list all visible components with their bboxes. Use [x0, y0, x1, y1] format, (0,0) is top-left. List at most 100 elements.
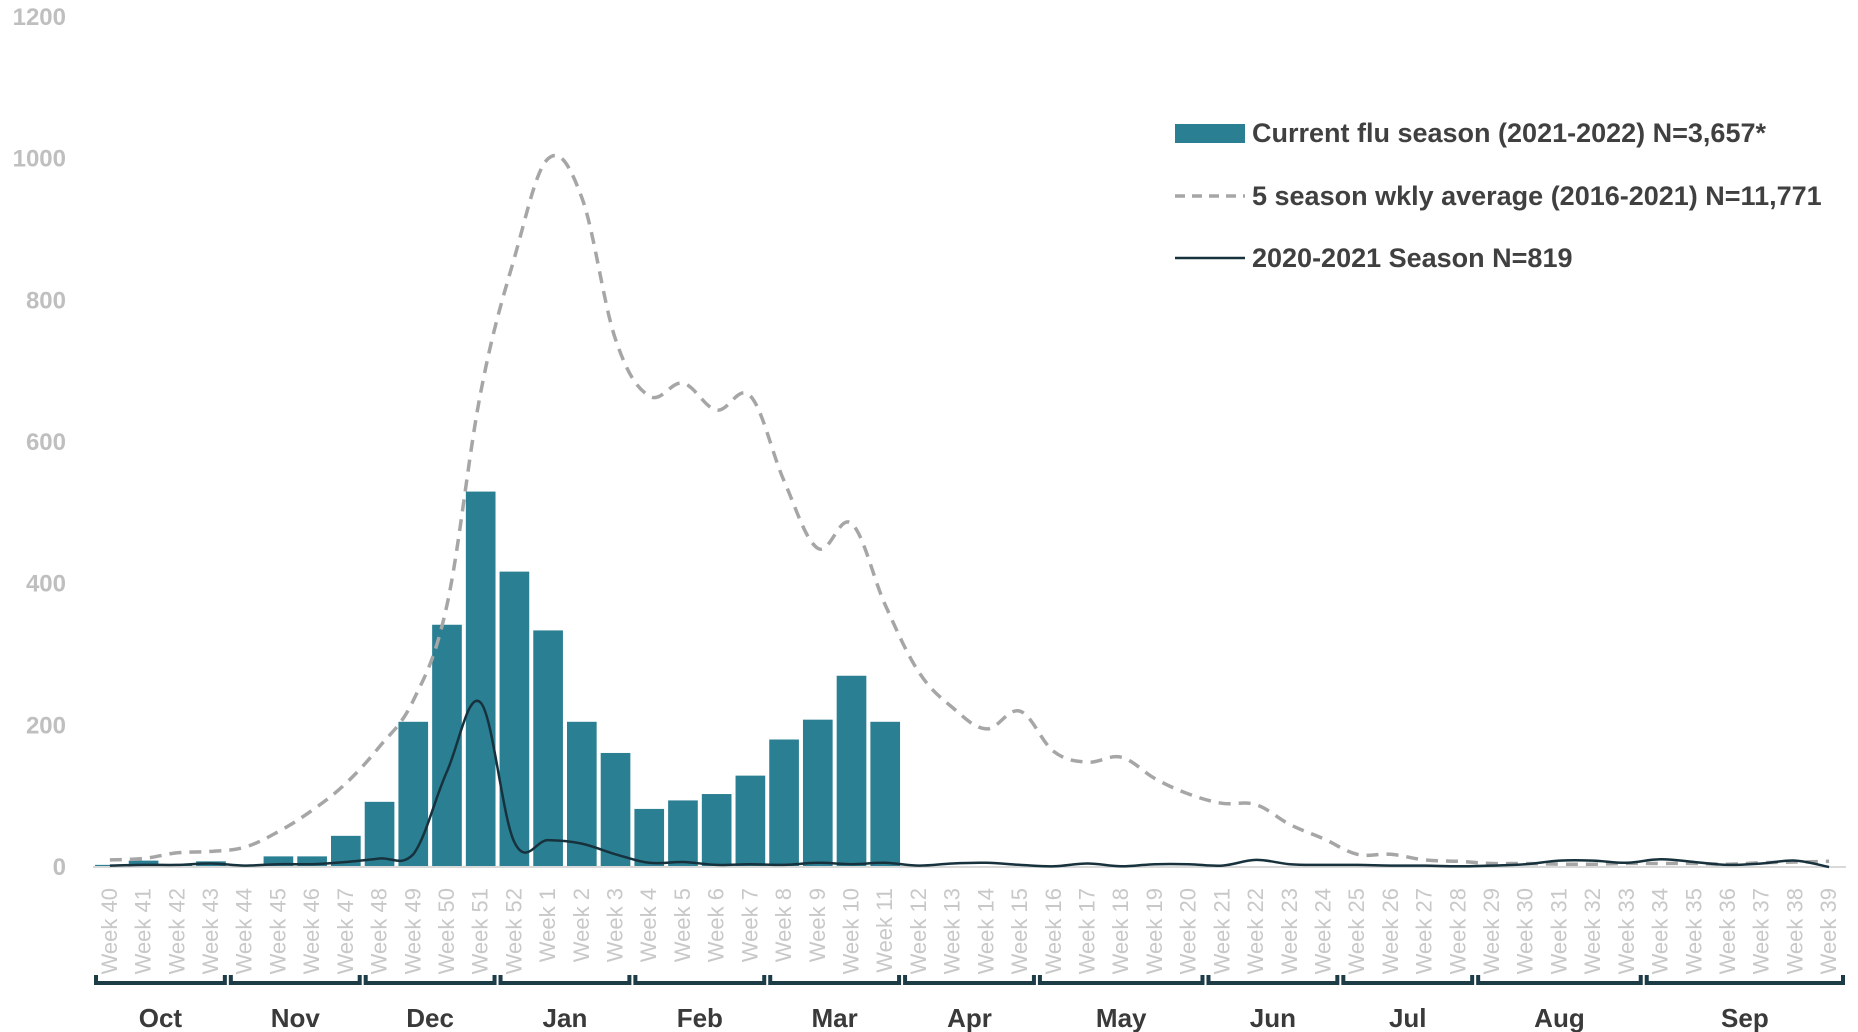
x-tick-label: Week 21 [1209, 888, 1234, 974]
month-bracket [1476, 975, 1643, 985]
bar-current-season [600, 752, 631, 867]
x-tick-label: Week 49 [400, 888, 425, 974]
x-tick-label: Week 13 [940, 888, 965, 974]
x-tick-label: Week 12 [906, 888, 931, 974]
x-tick-label: Week 25 [1344, 888, 1369, 974]
x-tick-label: Week 5 [670, 888, 695, 962]
x-tick-label: Week 34 [1648, 888, 1673, 974]
month-label: Sep [1721, 1003, 1769, 1032]
legend-swatch-current-season [1175, 124, 1245, 143]
x-tick-label: Week 35 [1681, 888, 1706, 974]
bar-current-season [802, 719, 833, 867]
current-season-bars [95, 491, 901, 867]
y-tick-label: 1200 [13, 4, 66, 31]
month-label: Jan [543, 1003, 588, 1032]
x-tick-label: Week 14 [973, 888, 998, 974]
month-label: Dec [406, 1003, 454, 1032]
y-axis: 0 200 400 600 800 1000 1200 [13, 4, 66, 881]
x-tick-label: Week 46 [299, 888, 324, 974]
x-tick-label: Week 51 [468, 888, 493, 974]
bar-current-season [95, 864, 125, 867]
x-tick-label: Week 6 [704, 888, 729, 962]
bar-current-season [668, 800, 698, 867]
bar-current-season [634, 808, 665, 867]
x-tick-label: Week 28 [1445, 888, 1470, 974]
bar-current-season [465, 491, 496, 867]
legend: Current flu season (2021-2022) N=3,657* … [1175, 118, 1822, 273]
x-tick-label: Week 31 [1546, 888, 1571, 974]
month-bracket [1644, 975, 1845, 985]
x-tick-label: Week 2 [569, 888, 594, 962]
month-bracket [1206, 975, 1340, 985]
month-bracket [633, 975, 767, 985]
x-tick-label: Week 32 [1580, 888, 1605, 974]
x-tick-label: Week 42 [164, 888, 189, 974]
y-tick-label: 800 [26, 287, 66, 314]
x-tick-label: Week 17 [1074, 888, 1099, 974]
five-season-average-line [109, 153, 1830, 867]
y-tick-label: 1000 [13, 146, 66, 173]
month-label: Oct [139, 1003, 183, 1032]
bar-current-season [398, 721, 429, 867]
y-tick-label: 600 [26, 429, 66, 456]
month-label: Feb [677, 1003, 723, 1032]
x-tick-label: Week 36 [1715, 888, 1740, 974]
y-tick-label: 400 [26, 571, 66, 598]
bar-current-season [297, 856, 327, 867]
x-tick-label: Week 30 [1513, 888, 1538, 974]
bar-current-season [364, 801, 395, 867]
x-tick-label: Week 18 [1108, 888, 1133, 974]
month-label: May [1096, 1003, 1147, 1032]
bar-current-season [836, 675, 867, 867]
x-tick-label: Week 45 [265, 888, 290, 974]
y-tick-label: 200 [26, 712, 66, 739]
x-tick-label: Week 37 [1749, 888, 1774, 974]
bar-current-season [870, 721, 901, 867]
x-tick-label: Week 50 [434, 888, 459, 974]
x-tick-label: Week 24 [1310, 888, 1335, 974]
x-tick-label: Week 41 [131, 888, 156, 974]
x-tick-label: Week 7 [737, 888, 762, 962]
month-label: Aug [1534, 1003, 1585, 1032]
x-tick-label: Week 4 [636, 888, 661, 962]
month-label: Nov [271, 1003, 321, 1032]
x-tick-label: Week 10 [839, 888, 864, 974]
month-bracket [1341, 975, 1475, 985]
bar-current-season [263, 856, 294, 867]
x-tick-label: Week 27 [1412, 888, 1437, 974]
legend-label-previous-season: 2020-2021 Season N=819 [1252, 243, 1572, 273]
month-bracket [94, 975, 227, 985]
x-tick-label: Week 1 [535, 888, 560, 962]
x-tick-label: Week 26 [1378, 888, 1403, 974]
x-tick-label: Week 44 [232, 888, 257, 974]
x-axis-tick-labels: Week 40 Week 41 Week 42 Week 43 Week 44 Week … [97, 888, 1841, 974]
month-label: Mar [812, 1003, 858, 1032]
y-tick-label: 0 [53, 854, 66, 881]
x-tick-label: Week 19 [1142, 888, 1167, 974]
month-bracket [228, 975, 362, 985]
previous-season-line [109, 699, 1830, 869]
x-tick-label: Week 23 [1277, 888, 1302, 974]
month-bracket [1037, 975, 1205, 985]
x-tick-label: Week 52 [501, 888, 526, 974]
month-label: Jun [1250, 1003, 1296, 1032]
x-tick-label: Week 29 [1479, 888, 1504, 974]
bar-current-season [769, 739, 799, 867]
x-tick-label: Week 3 [603, 888, 628, 962]
x-tick-label: Week 43 [198, 888, 223, 974]
bar-current-season [701, 794, 732, 867]
x-tick-label: Week 22 [1243, 888, 1268, 974]
bar-current-season [499, 571, 530, 867]
legend-label-current-season: Current flu season (2021-2022) N=3,657* [1252, 118, 1766, 148]
month-bracket [903, 975, 1036, 985]
month-label: Apr [947, 1003, 992, 1032]
x-tick-label: Week 33 [1614, 888, 1639, 974]
x-tick-label: Week 9 [805, 888, 830, 962]
month-label: Jul [1389, 1003, 1427, 1032]
x-tick-label: Week 8 [771, 888, 796, 962]
x-tick-label: Week 47 [333, 888, 358, 974]
x-tick-label: Week 40 [97, 888, 122, 974]
x-tick-label: Week 11 [872, 888, 897, 973]
x-tick-label: Week 20 [1176, 888, 1201, 974]
legend-label-five-season-average: 5 season wkly average (2016-2021) N=11,7… [1252, 181, 1822, 211]
